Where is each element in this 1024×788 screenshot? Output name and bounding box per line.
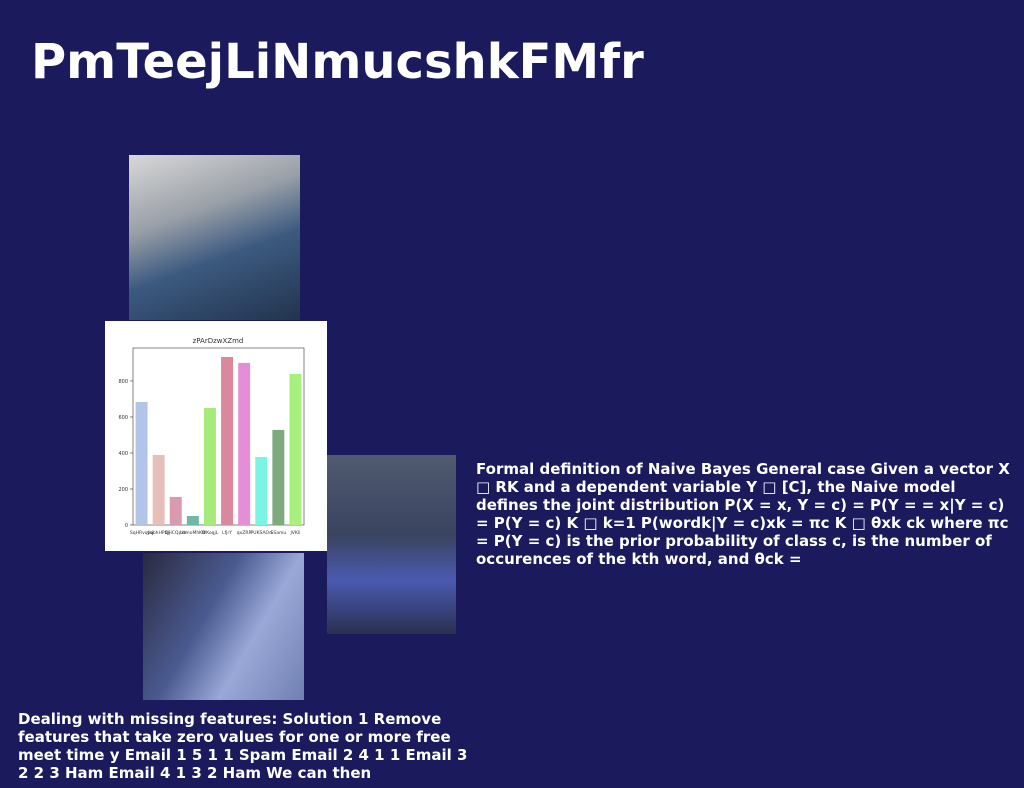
x-tick-label: UtmoMhKO <box>180 530 206 536</box>
y-tick-label: 400 <box>118 451 128 457</box>
bar <box>152 454 165 525</box>
x-tick-label: QHCQpxe <box>165 530 187 536</box>
bar <box>186 515 199 525</box>
paddleboard-photo <box>327 455 456 634</box>
x-tick-label: LfjrY <box>222 530 232 536</box>
hand-photo <box>143 553 304 700</box>
x-tick-label: yqbhHPbjj <box>147 530 170 536</box>
bar <box>255 456 268 525</box>
missing-features-text: Dealing with missing features: Solution … <box>18 710 468 782</box>
x-tick-label: qxZRR <box>237 530 252 536</box>
definition-text: Formal definition of Naive Bayes General… <box>476 460 1010 568</box>
x-tick-label: PUKSAOd <box>251 530 272 536</box>
x-tick-label: SqHRvqfaj <box>130 530 153 536</box>
bar <box>135 402 148 525</box>
bar <box>272 429 285 525</box>
slide-title: PmTeejLiNmucshkFMfr <box>31 34 644 90</box>
bar <box>169 496 182 525</box>
y-tick-label: 200 <box>118 487 128 493</box>
mountain-photo <box>129 155 300 320</box>
bar <box>289 373 302 525</box>
y-tick-label: 800 <box>118 379 128 385</box>
x-tick-label: SSamu <box>270 530 286 536</box>
x-tick-label: JVKIi <box>289 530 300 536</box>
bar-chart: zPArDzwXZmd 0 200 400 600 800 SqHRvqfajyqbhHP… <box>105 321 327 551</box>
bar <box>221 357 234 525</box>
x-tick-label: WKoqjL <box>202 530 219 536</box>
chart-title: zPArDzwXZmd <box>193 337 244 345</box>
y-tick-label: 0 <box>125 523 128 529</box>
plot-frame <box>132 347 305 526</box>
bar <box>238 362 251 525</box>
bar <box>203 407 216 525</box>
y-tick-label: 600 <box>118 415 128 421</box>
